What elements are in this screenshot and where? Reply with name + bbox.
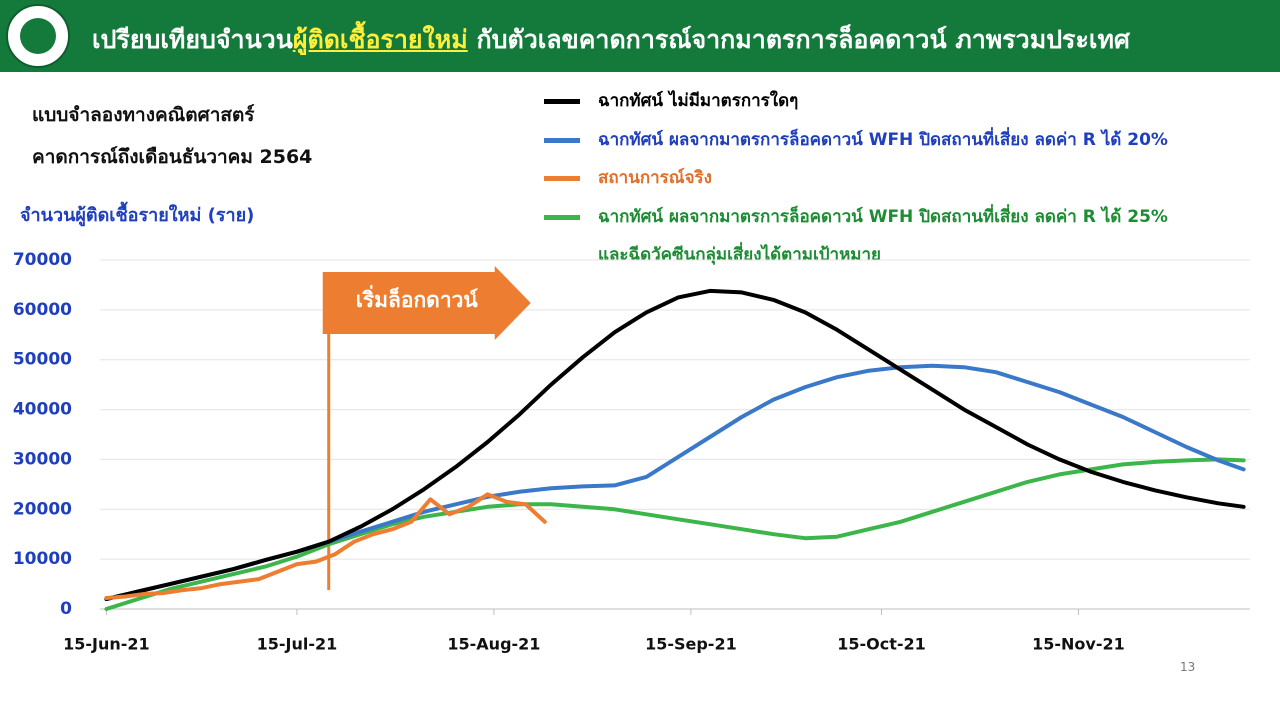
series-line (104, 457, 1246, 611)
legend-item: ฉากทัศน์ ผลจากมาตรการล็อคดาวน์ WFH ปิดสถ… (540, 121, 1168, 160)
x-tick-label: 15-Sep-21 (645, 635, 737, 654)
y-axis-label: จำนวนผู้ติดเชื้อรายใหม่ (ราย) (20, 205, 255, 226)
note: แบบจำลองทางคณิตศาสตร์ (32, 104, 255, 126)
title: เปรียบเทียบจำนวนผู้ติดเชื้อรายใหม่ กับตั… (92, 20, 1130, 60)
logo (6, 4, 70, 68)
title-text: กับตัวเลขคาดการณ์จากมาตรการล็อคดาวน์ ภาพ… (467, 25, 1130, 54)
legend-item: สถานการณ์จริง (540, 159, 1168, 198)
title-highlight: ผู้ติดเชื้อรายใหม่ (292, 25, 468, 54)
series-line (104, 288, 1246, 601)
page-number: 13 (1180, 660, 1196, 674)
legend-swatch (544, 99, 580, 104)
legend-swatch (544, 214, 580, 220)
title-text: เปรียบเทียบจำนวน (92, 25, 293, 54)
x-tick-label: 15-Jul-21 (257, 635, 338, 654)
y-tick-label: 0 (60, 599, 72, 619)
header: เปรียบเทียบจำนวนผู้ติดเชื้อรายใหม่ กับตั… (0, 0, 1280, 72)
x-tick-label: 15-Nov-21 (1032, 635, 1125, 654)
legend-label: ฉากทัศน์ ผลจากมาตรการล็อคดาวน์ WFH ปิดสถ… (598, 129, 1168, 150)
annotation-label: เริ่มล็อกดาวน์ (356, 284, 479, 312)
y-tick-label: 30000 (13, 449, 72, 469)
legend-swatch (544, 176, 580, 181)
y-tick-label: 20000 (13, 499, 72, 519)
y-tick-label: 40000 (13, 400, 72, 420)
legend: ฉากทัศน์ ไม่มีมาตรการใดๆฉากทัศน์ ผลจากมา… (540, 82, 1168, 265)
x-tick-label: 15-Jun-21 (63, 635, 150, 654)
note: คาดการณ์ถึงเดือนธันวาคม 2564 (32, 146, 313, 168)
y-tick-label: 50000 (13, 350, 72, 370)
y-tick-label: 60000 (13, 300, 72, 320)
series-line (104, 492, 547, 600)
annotation-arrow (322, 266, 531, 340)
y-tick-label: 10000 (13, 549, 72, 569)
legend-swatch (544, 137, 580, 143)
legend-label: สถานการณ์จริง (598, 168, 712, 188)
x-tick-label: 15-Oct-21 (837, 635, 926, 654)
legend-item: ฉากทัศน์ ไม่มีมาตรการใดๆ (540, 82, 1168, 121)
legend-label: ฉากทัศน์ ไม่มีมาตรการใดๆ (598, 91, 799, 111)
x-tick-label: 15-Aug-21 (447, 635, 540, 654)
y-tick-label: 70000 (13, 250, 72, 270)
